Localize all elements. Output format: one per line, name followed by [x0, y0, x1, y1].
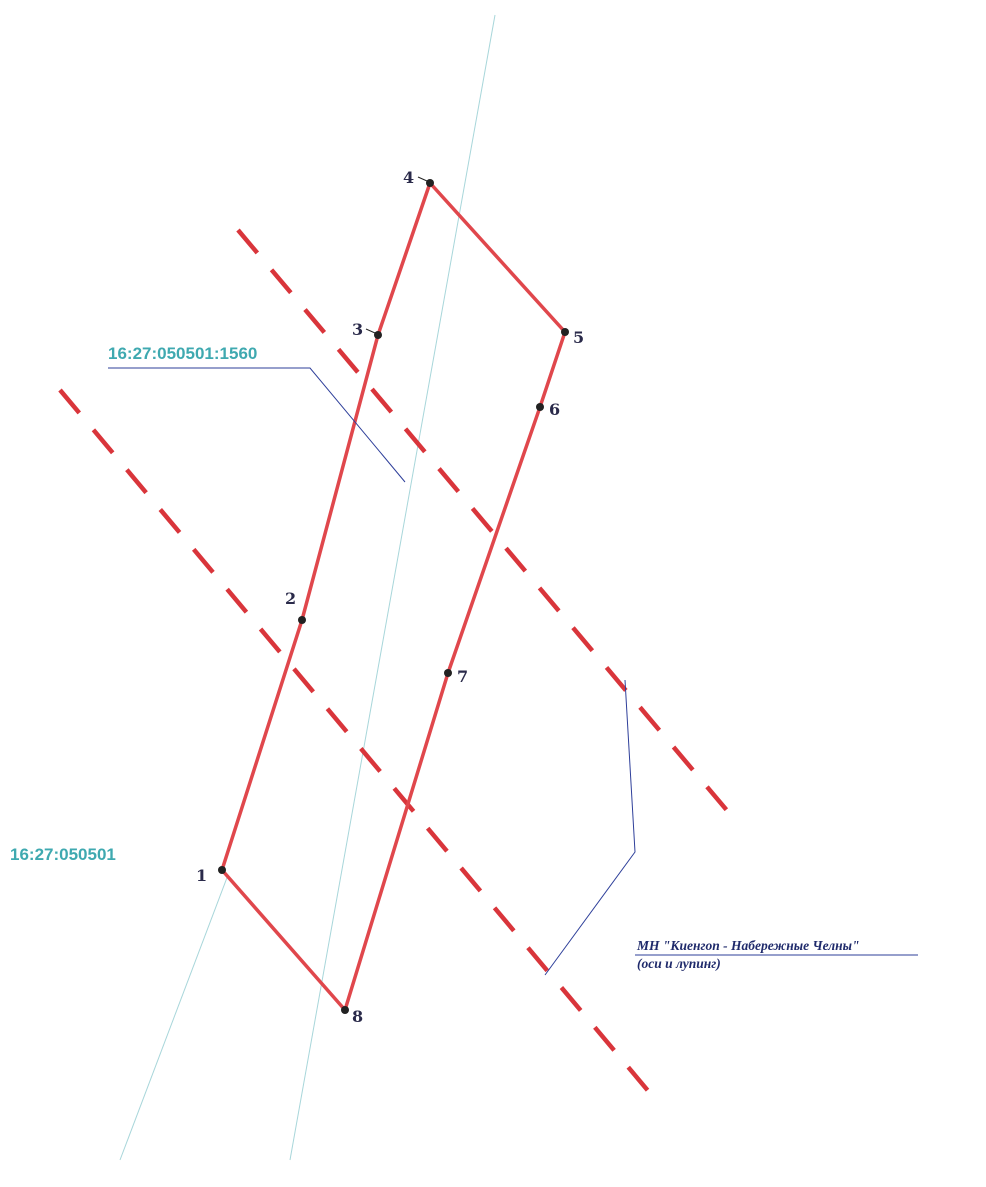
parcel-cadastral-number: 16:27:050501:1560	[108, 344, 257, 363]
parcel-vertices	[218, 179, 569, 1014]
vertex-label-7: 7	[457, 667, 468, 686]
vertex-1	[218, 866, 226, 874]
vertex-label-2: 2	[285, 589, 296, 608]
vertex-8	[341, 1006, 349, 1014]
parcel-number-leader	[108, 367, 406, 483]
pipeline-name: МН "Киенгоп - Набережные Челны"	[636, 938, 860, 953]
pipeline-zone-line-upper	[236, 228, 737, 822]
vertex-label-8: 8	[352, 1007, 363, 1026]
vertex-label-5: 5	[573, 328, 584, 347]
vertex-2	[298, 616, 306, 624]
vertex-6	[536, 403, 544, 411]
parcel-boundary	[220, 181, 567, 1012]
vertex-7	[444, 669, 452, 677]
vertex-3	[374, 331, 382, 339]
pipeline-leader	[544, 679, 636, 976]
vertex-label-6: 6	[549, 400, 560, 419]
pipeline-zone-line-lower	[58, 388, 662, 1107]
vertex-5	[561, 328, 569, 336]
vertex-label-4: 4	[403, 168, 414, 187]
vertex-4	[426, 179, 434, 187]
vertex-label-1: 1	[196, 866, 207, 885]
vertex-4-tick	[417, 176, 428, 182]
guide-line-right	[289, 14, 496, 1161]
guide-line-left	[119, 874, 229, 1161]
vertex-3-tick	[365, 328, 376, 334]
pipeline-note: (оси и лупинг)	[637, 956, 721, 971]
vertex-label-3: 3	[352, 320, 363, 339]
quarter-cadastral-number: 16:27:050501	[10, 845, 116, 864]
